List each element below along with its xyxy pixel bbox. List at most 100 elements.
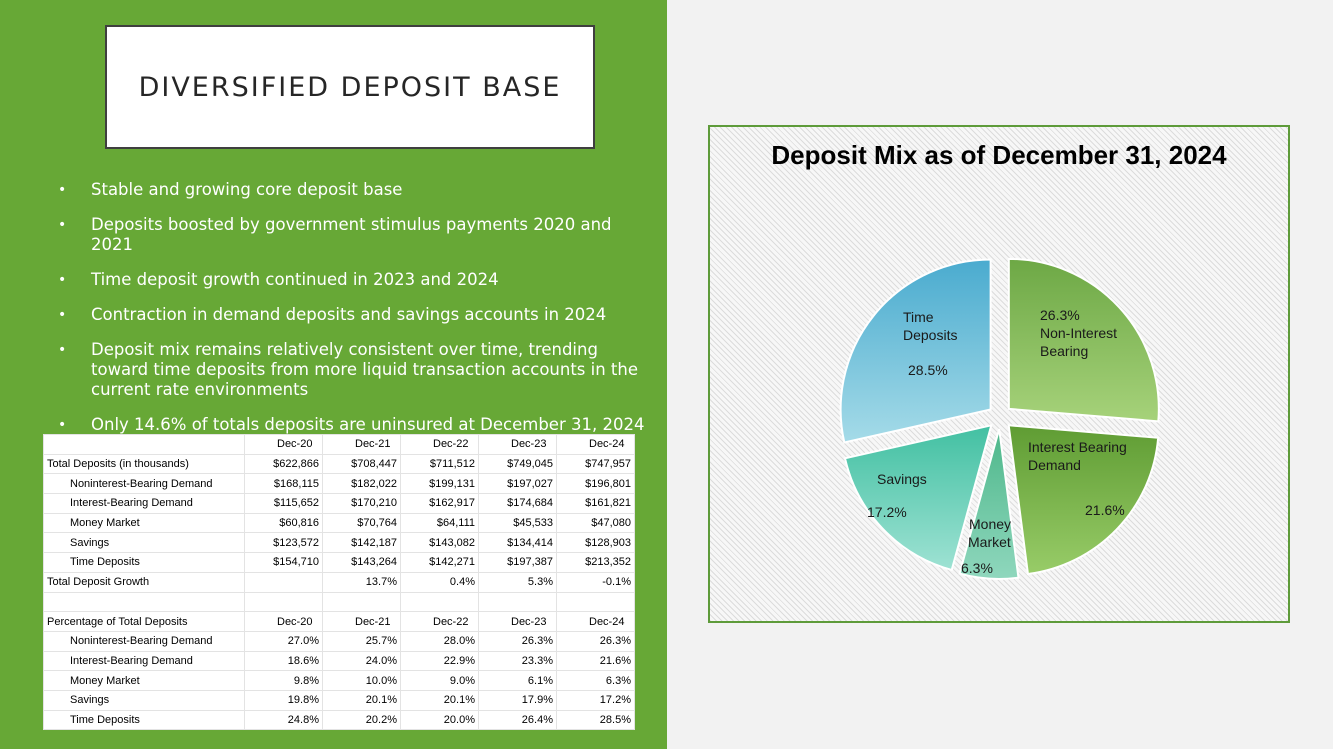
table-cell: 26.3% [478, 630, 557, 652]
column-header: Dec-23 [478, 611, 557, 632]
table-cell: $142,271 [400, 552, 479, 573]
table-cell: 22.9% [400, 650, 479, 672]
table-row-label: Savings [43, 689, 245, 711]
table-cell: $161,821 [556, 493, 635, 514]
table-cell: $128,903 [556, 532, 635, 554]
table-cell: $182,022 [322, 473, 401, 495]
table-cell: $199,131 [400, 473, 479, 495]
pie-slice-non-interest-bearing [1007, 257, 1160, 423]
pie-category-label: Savings [877, 471, 927, 487]
table-row: Noninterest-Bearing Demand $168,115 $182,0… [43, 473, 635, 495]
table-cell: $197,387 [478, 552, 557, 573]
table-row-label: Percentage of Total Deposits [43, 611, 245, 632]
pie-category-label: Money [969, 516, 1011, 532]
table-cell: $749,045 [478, 453, 557, 475]
chart-frame: Deposit Mix as of December 31, 2024 26.3… [708, 125, 1290, 623]
column-header: Dec-24 [556, 434, 635, 455]
table-cell: 17.9% [478, 689, 557, 711]
table-cell: 28.0% [400, 630, 479, 652]
table-cell: $711,512 [400, 453, 479, 475]
chart-title: Deposit Mix as of December 31, 2024 [771, 140, 1227, 170]
table-cell: $123,572 [244, 532, 323, 554]
table-row-label: Interest-Bearing Demand [43, 493, 245, 514]
table-row-label: Noninterest-Bearing Demand [43, 630, 245, 652]
table-cell: $154,710 [244, 552, 323, 573]
pie-slice-savings [843, 423, 993, 572]
title-box: DIVERSIFIED DEPOSIT BASE [105, 25, 595, 149]
pie-category-label: Non-Interest [1040, 325, 1117, 341]
table-cell: 9.8% [244, 670, 323, 691]
column-header: Dec-21 [322, 434, 401, 455]
table-cell: 20.2% [322, 709, 401, 731]
table-row-label: Total Deposits (in thousands) [43, 453, 245, 475]
table-spacer-row [43, 591, 635, 613]
table-cell: $196,801 [556, 473, 635, 495]
table-cell: 19.8% [244, 689, 323, 711]
pie-value-label: 28.5% [908, 362, 948, 378]
table-cell: $47,080 [556, 512, 635, 534]
table-cell: $168,115 [244, 473, 323, 495]
pie-category-label: Bearing [1040, 343, 1088, 359]
table-cell: $170,210 [322, 493, 401, 514]
table-cell: 26.4% [478, 709, 557, 731]
pie-category-label: Deposits [903, 327, 957, 343]
table-cell: $708,447 [322, 453, 401, 475]
table-row: Savings $123,572 $142,187 $143,082 $134,414 $… [43, 532, 635, 554]
column-header: Dec-22 [400, 434, 479, 455]
table-cell [244, 571, 323, 593]
table-row: Time Deposits 24.8% 20.2% 20.0% 26.4% 28.5% [43, 709, 635, 731]
table-cell: 5.3% [478, 571, 557, 593]
column-header: Dec-21 [322, 611, 401, 632]
table-row-label: Savings [43, 532, 245, 554]
table-row: Total Deposits (in thousands) $622,866 $70… [43, 453, 635, 475]
deposit-table: Dec-20 Dec-21 Dec-22 Dec-23 Dec-24 Total Depo… [43, 434, 635, 731]
table-row-label: Time Deposits [43, 552, 245, 573]
pie-chart: 26.3% Non-Interest Bearing Interest Bearing… [839, 257, 1160, 580]
table-row-label: Money Market [43, 512, 245, 534]
table-row: Total Deposit Growth 13.7% 0.4% 5.3% -0.1% [43, 571, 635, 593]
pie-value-label: 17.2% [867, 504, 907, 520]
bullet-list: Stable and growing core deposit base Dep… [58, 180, 658, 450]
table-row-label: Total Deposit Growth [43, 571, 245, 593]
table-cell: $213,352 [556, 552, 635, 573]
table-row-label: Interest-Bearing Demand [43, 650, 245, 672]
pie-category-label: Time [903, 309, 934, 325]
table-cell: -0.1% [556, 571, 635, 593]
table-cell: 6.3% [556, 670, 635, 691]
bullet-item: Time deposit growth continued in 2023 an… [58, 270, 658, 290]
page-title: DIVERSIFIED DEPOSIT BASE [138, 71, 562, 103]
bullet-item: Contraction in demand deposits and savin… [58, 305, 658, 325]
column-header: Dec-24 [556, 611, 635, 632]
table-cell: 21.6% [556, 650, 635, 672]
table-cell: 0.4% [400, 571, 479, 593]
table-row-label: Money Market [43, 670, 245, 691]
table-cell: 20.1% [322, 689, 401, 711]
table-row: Money Market 9.8% 10.0% 9.0% 6.1% 6.3% [43, 670, 635, 691]
table-cell: $70,764 [322, 512, 401, 534]
table-row-label: Time Deposits [43, 709, 245, 731]
table-cell [478, 591, 557, 613]
table-cell: 26.3% [556, 630, 635, 652]
table-cell: $60,816 [244, 512, 323, 534]
pie-slice-money-market [958, 428, 1020, 580]
bullet-item: Deposit mix remains relatively consisten… [58, 340, 658, 400]
table-row: Time Deposits $154,710 $143,264 $142,271 $19… [43, 552, 635, 573]
table-cell: $174,684 [478, 493, 557, 514]
table-cell: $134,414 [478, 532, 557, 554]
table-cell: 9.0% [400, 670, 479, 691]
table-cell: 13.7% [322, 571, 401, 593]
table-row: Interest-Bearing Demand $115,652 $170,210 $… [43, 493, 635, 514]
bullet-item: Only 14.6% of totals deposits are uninsu… [58, 415, 658, 435]
bullet-item: Deposits boosted by government stimulus … [58, 215, 658, 255]
table-cell: $45,533 [478, 512, 557, 534]
pie-value-label: 26.3% [1040, 307, 1080, 323]
pie-value-label: 21.6% [1085, 502, 1125, 518]
table-cell: $197,027 [478, 473, 557, 495]
table-cell: $64,111 [400, 512, 479, 534]
table-cell: 27.0% [244, 630, 323, 652]
table-row: Noninterest-Bearing Demand 27.0% 25.7% 28.0… [43, 630, 635, 652]
table-header-row: Percentage of Total Deposits Dec-20 Dec-21… [43, 611, 635, 632]
pie-value-label: 6.3% [961, 560, 993, 576]
table-cell: $143,264 [322, 552, 401, 573]
pie-category-label: Interest Bearing [1028, 439, 1127, 455]
